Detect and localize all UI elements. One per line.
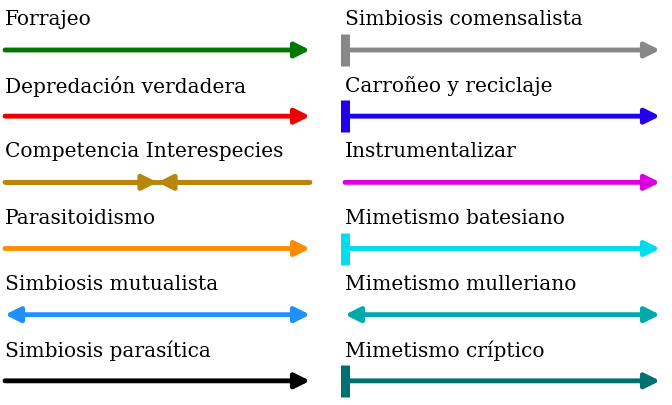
Text: Competencia Interespecies: Competencia Interespecies [5, 142, 284, 161]
Text: Mimetismo batesiano: Mimetismo batesiano [345, 209, 565, 228]
Text: Simbiosis mutualista: Simbiosis mutualista [5, 275, 218, 294]
Text: Simbiosis comensalista: Simbiosis comensalista [345, 10, 583, 29]
Text: Forrajeo: Forrajeo [5, 10, 92, 29]
Text: Carroñeo y reciclaje: Carroñeo y reciclaje [345, 76, 552, 96]
Text: Simbiosis parasítica: Simbiosis parasítica [5, 341, 211, 361]
Text: Parasitoidismo: Parasitoidismo [5, 209, 156, 228]
Text: Mimetismo críptico: Mimetismo críptico [345, 341, 544, 361]
Text: Instrumentalizar: Instrumentalizar [345, 142, 517, 161]
Text: Mimetismo mulleriano: Mimetismo mulleriano [345, 275, 577, 294]
Text: Depredación verdadera: Depredación verdadera [5, 76, 246, 97]
